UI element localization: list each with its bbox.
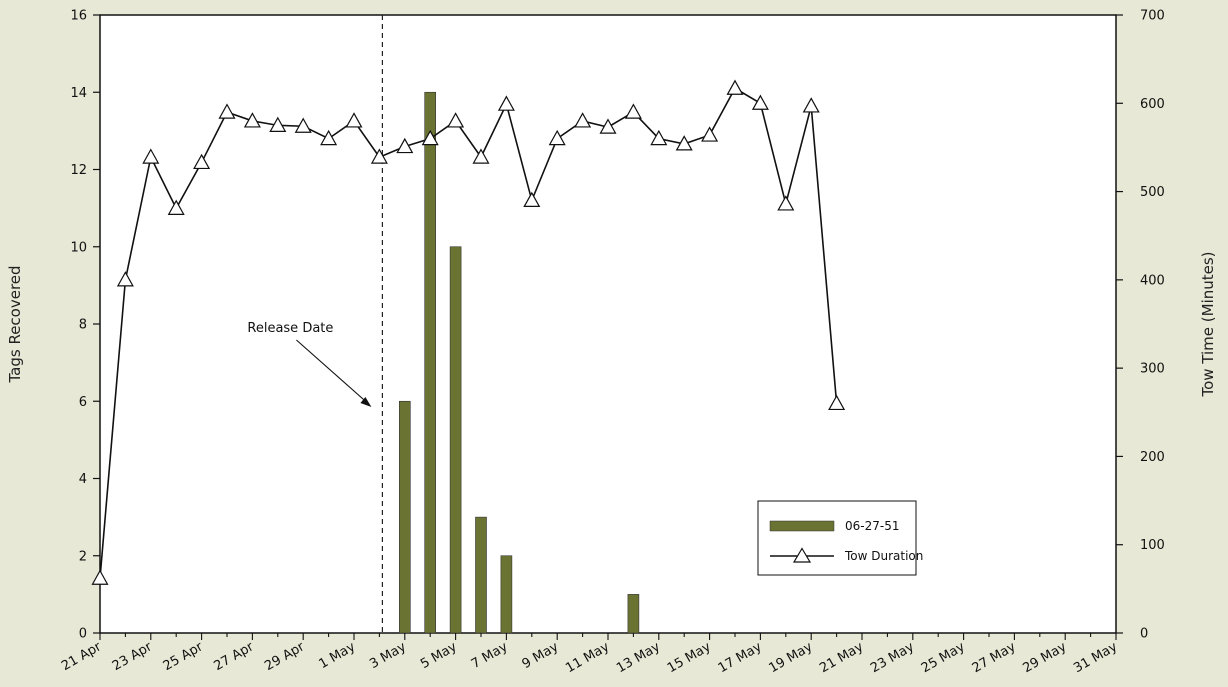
- x-tick-label: 27 Apr: [212, 639, 257, 674]
- x-tick-label: 19 May: [767, 639, 816, 676]
- tow-duration-marker: [218, 103, 236, 119]
- left-tick-label: 16: [70, 9, 87, 24]
- x-tick-label: 27 May: [970, 639, 1019, 676]
- x-tick-label: 15 May: [665, 639, 714, 676]
- tow-duration-marker: [167, 199, 185, 215]
- right-tick-label: 600: [1140, 97, 1165, 112]
- x-tick-label: 23 May: [868, 639, 917, 676]
- legend-swatch-bars: [769, 520, 835, 532]
- legend-box: [757, 500, 917, 576]
- x-tick-label: 25 Apr: [161, 639, 206, 674]
- tow-duration-marker: [447, 112, 465, 128]
- x-tick-label: 29 May: [1021, 639, 1070, 676]
- tow-duration-marker: [523, 191, 541, 207]
- right-tick-label: 0: [1140, 627, 1148, 642]
- right-tick-label: 100: [1140, 538, 1165, 553]
- tow-duration-marker: [370, 148, 388, 164]
- bar: [449, 246, 462, 634]
- bar: [475, 516, 487, 634]
- release-date-arrowhead: [360, 397, 372, 407]
- x-tick-label: 7 May: [469, 639, 511, 672]
- left-axis: 0 2 4 6 8 10 12 14 16: [70, 9, 100, 642]
- tow-duration-marker: [294, 117, 312, 133]
- tow-duration-marker: [345, 112, 363, 128]
- left-tick-label: 2: [79, 549, 87, 564]
- tow-duration-marker: [650, 129, 668, 146]
- tow-duration-marker: [751, 94, 769, 110]
- tow-duration-marker: [320, 129, 338, 146]
- line-layer: [91, 79, 846, 585]
- right-tick-label: 300: [1140, 362, 1165, 377]
- tow-duration-marker: [828, 394, 846, 411]
- x-tick-label: 29 Apr: [262, 639, 307, 674]
- tow-duration-marker: [142, 148, 160, 164]
- y-axis-title-left: Tags Recovered: [6, 265, 24, 383]
- left-tick-label: 8: [79, 318, 87, 333]
- x-tick-label: 17 May: [716, 639, 765, 676]
- tow-duration-marker: [497, 95, 515, 111]
- right-axis: 0 100 200 300 400 500 600 700: [1116, 9, 1165, 642]
- legend-label-bars: 06-27-51: [845, 519, 899, 533]
- tow-duration-line: [99, 87, 838, 579]
- left-tick-label: 6: [79, 395, 87, 410]
- x-tick-label: 25 May: [919, 639, 968, 676]
- tow-duration-marker: [726, 79, 744, 95]
- x-tick-label: 3 May: [367, 639, 409, 672]
- x-tick-label: 13 May: [614, 639, 663, 676]
- x-tick-label: 23 Apr: [110, 639, 155, 674]
- legend-swatch-marker: [792, 547, 812, 563]
- tow-duration-marker: [802, 97, 820, 113]
- tow-duration-marker: [421, 129, 439, 146]
- release-date-label: Release Date: [247, 321, 333, 336]
- x-tick-label: 9 May: [520, 639, 562, 672]
- x-axis: 21 Apr 23 Apr 25 Apr 27 Apr 29 Apr 1 May 3 May…: [59, 633, 1120, 676]
- tow-duration-marker: [675, 135, 693, 151]
- right-tick-label: 400: [1140, 273, 1165, 288]
- tow-duration-marker: [472, 148, 490, 164]
- bar: [424, 91, 437, 634]
- tow-duration-marker: [243, 112, 261, 128]
- release-date-annotation: Release Date: [247, 15, 383, 633]
- y-axis-title-right: Tow Time (Minutes): [1199, 251, 1217, 397]
- x-tick-label: 21 May: [817, 639, 866, 676]
- tow-duration-marker: [624, 103, 642, 119]
- right-tick-label: 500: [1140, 185, 1165, 200]
- tow-duration-marker: [777, 195, 795, 211]
- left-tick-label: 0: [79, 627, 87, 642]
- bar: [398, 400, 411, 634]
- left-tick-label: 14: [70, 86, 87, 101]
- bar: [627, 594, 640, 634]
- tow-duration-marker: [701, 126, 719, 142]
- bar: [500, 555, 513, 634]
- tow-duration-marker: [269, 116, 287, 132]
- tow-duration-marker: [548, 129, 566, 146]
- legend-label-line: Tow Duration: [844, 549, 923, 563]
- release-date-arrow: [296, 339, 367, 403]
- x-tick-label: 5 May: [418, 639, 460, 672]
- tow-duration-marker: [193, 153, 211, 170]
- x-tick-label: 21 Apr: [59, 639, 104, 674]
- legend: 06-27-51 Tow Duration: [757, 500, 923, 576]
- left-tick-label: 4: [79, 472, 87, 487]
- x-tick-label: 1 May: [316, 639, 358, 672]
- plot-area: [99, 14, 1117, 634]
- right-tick-label: 700: [1140, 9, 1165, 24]
- left-tick-label: 10: [70, 240, 87, 255]
- right-tick-label: 200: [1140, 450, 1165, 465]
- tow-duration-marker: [574, 112, 592, 128]
- tow-duration-marker: [396, 137, 414, 154]
- left-tick-label: 12: [70, 163, 87, 178]
- tow-duration-marker: [599, 118, 617, 134]
- tow-duration-marker: [91, 569, 109, 585]
- x-tick-label: 11 May: [563, 639, 612, 676]
- x-tick-label: 31 May: [1071, 639, 1120, 676]
- tow-duration-marker: [116, 271, 134, 287]
